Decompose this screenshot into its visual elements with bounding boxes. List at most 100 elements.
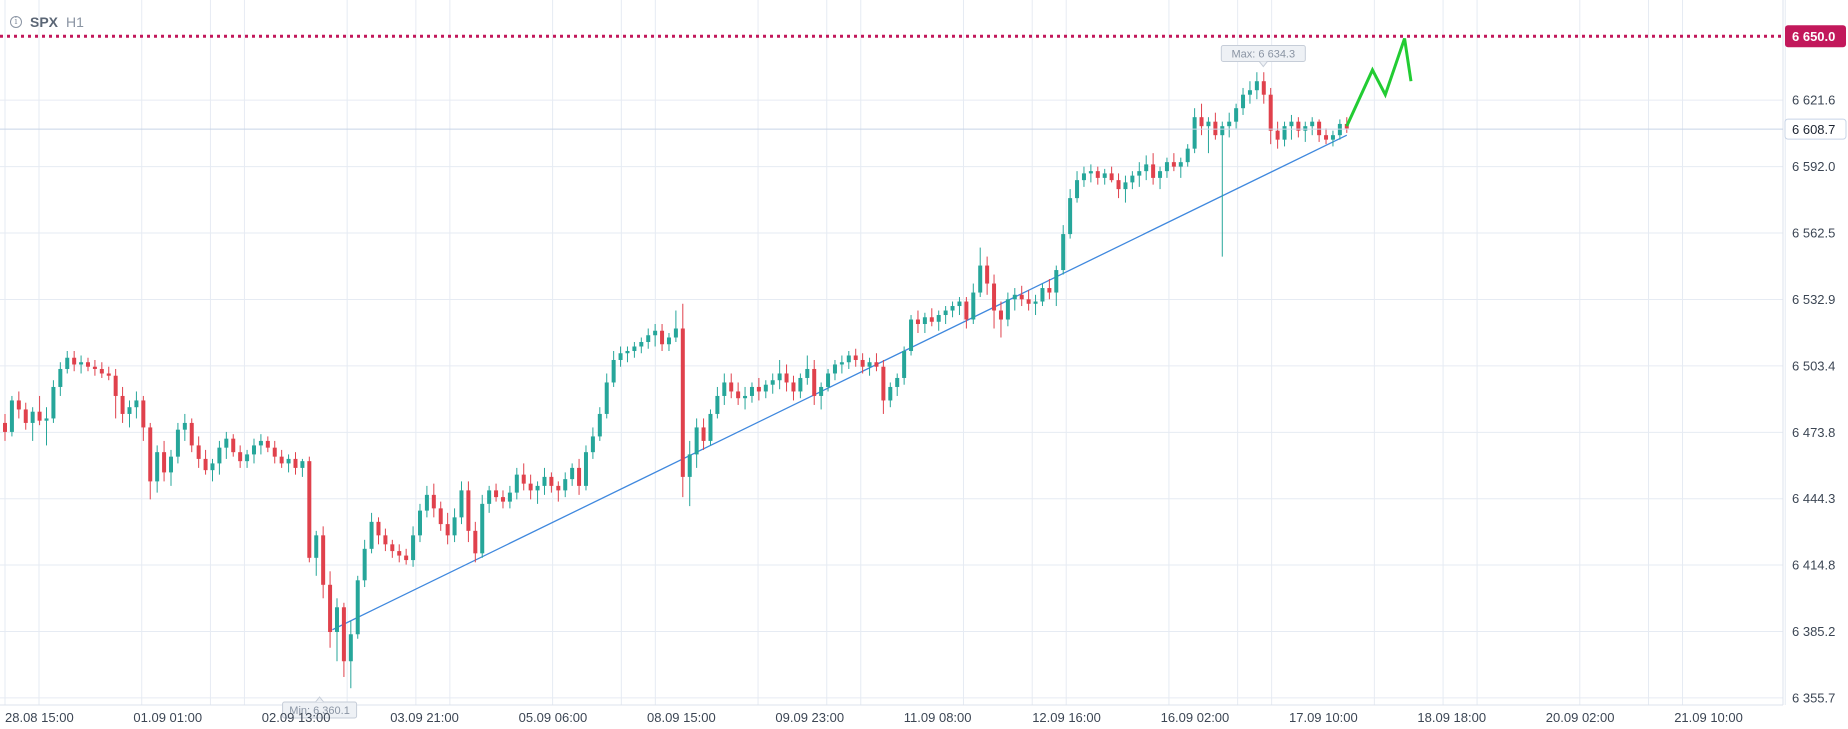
candle-body [867,362,872,367]
forecast-path [1345,38,1413,127]
candle-up [1005,292,1010,327]
candle-body [832,364,837,374]
candle-body [9,400,14,432]
chart-header: i SPX H1 [10,14,84,30]
candle-body [639,341,644,347]
candle-body [16,400,21,410]
candle-up [832,359,837,381]
candle-body [694,427,699,455]
candle-body [431,494,436,509]
candle-up [224,431,229,459]
candle-body [542,476,547,486]
resistance-price-badge: 6 650.0 [1785,25,1846,48]
candle-down [1199,103,1204,136]
candle-down [72,350,77,372]
candle-up [480,494,485,558]
candle-down [3,413,7,441]
candle-body [957,301,962,307]
candle-down [521,463,526,491]
candle-down [860,353,865,374]
candle-body [604,382,609,414]
candle-body [494,490,499,498]
candle-up [1241,87,1246,115]
candle-up [58,362,63,396]
x-tick-label: 12.09 16:00 [1032,710,1101,725]
candle-body [1061,234,1066,271]
candle-up [846,350,851,369]
candle-up [625,346,630,363]
candle-up [604,373,609,419]
candle-body [1185,148,1190,163]
candle-up [1123,175,1128,203]
candle-body [1254,81,1259,91]
candle-body [376,521,381,536]
candle-body [549,476,554,486]
candle-body [314,535,319,558]
candle-up [708,409,713,446]
candle-body [238,452,243,462]
candle-down [203,449,208,475]
candle-layer [3,72,1349,689]
candle-body [1012,294,1017,300]
candle-body [646,335,651,342]
candle-down [265,436,270,453]
candle-body [141,400,146,428]
candle-body [189,422,194,446]
candle-up [826,368,831,392]
candle-body [120,395,125,414]
candle-up [639,337,644,354]
candle-down [1026,290,1031,311]
candle-down [929,308,934,327]
candle-up [1178,157,1183,178]
candle-up [1220,121,1225,257]
candle-up [957,297,962,316]
candle-body [334,607,339,633]
candle-down [99,362,104,378]
candle-up [251,438,256,464]
candle-up [902,346,907,385]
candle-body [355,580,360,635]
candle-down [293,452,298,475]
timeframe-label[interactable]: H1 [66,14,84,30]
candle-up [51,380,56,423]
candle-down [162,440,167,482]
candle-down [404,548,409,565]
candle-body [978,265,983,293]
candle-up [514,467,519,500]
candle-down [1296,117,1301,138]
candle-down [500,490,505,509]
candle-up [542,467,547,495]
candle-up [1068,189,1073,239]
price-axis: 6 621.6 6 592.0 6 562.5 6 532.9 6 503.4 6 473… [1784,25,1847,705]
candle-up [459,481,464,525]
candle-body [1261,81,1266,95]
candle-body [341,607,346,662]
x-tick-label: 05.09 06:00 [519,710,588,725]
candle-body [106,373,111,376]
candle-body [950,306,955,311]
candle-body [466,490,471,531]
candle-body [321,535,326,585]
candle-body [1344,123,1349,129]
candle-body [127,407,132,414]
candle-body [611,359,616,383]
max-label-text: Max: 6 634.3 [1232,49,1296,61]
candle-body [507,492,512,502]
candle-body [1227,121,1232,127]
y-tick-label: 6 385.2 [1792,624,1835,639]
candle-body [701,427,706,441]
candle-body [839,362,844,365]
candle-up [978,247,983,298]
candle-body [500,497,505,502]
candle-body [113,375,118,396]
candle-body [286,458,291,464]
x-tick-label: 21.09 10:00 [1674,710,1743,725]
y-tick-label: 6 473.8 [1792,425,1835,440]
candle-up [314,530,319,576]
candle-body [1081,173,1086,181]
candle-body [265,440,270,448]
candle-body [362,548,367,581]
info-icon[interactable]: i [10,16,22,28]
candle-body [196,445,201,459]
